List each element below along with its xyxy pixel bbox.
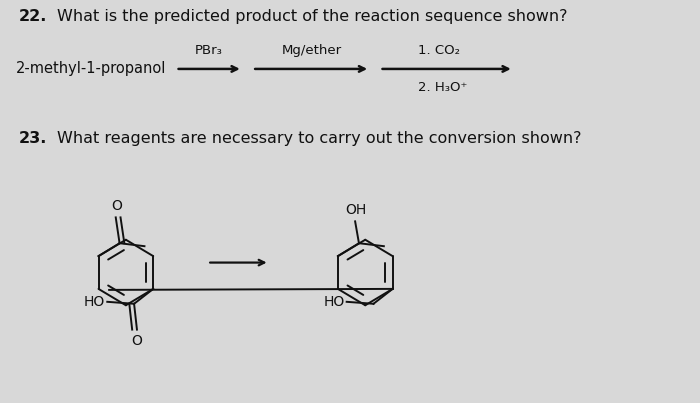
Text: HO: HO (323, 295, 344, 309)
Text: O: O (132, 334, 142, 347)
Text: HO: HO (84, 295, 106, 309)
Text: 2-methyl-1-propanol: 2-methyl-1-propanol (16, 61, 166, 77)
Text: 23.: 23. (19, 131, 47, 146)
Text: 1. CO₂: 1. CO₂ (418, 44, 460, 57)
Text: PBr₃: PBr₃ (195, 44, 223, 57)
Text: 2. H₃O⁺: 2. H₃O⁺ (418, 81, 468, 94)
Text: What is the predicted product of the reaction sequence shown?: What is the predicted product of the rea… (57, 9, 568, 24)
Text: What reagents are necessary to carry out the conversion shown?: What reagents are necessary to carry out… (57, 131, 582, 146)
Text: 22.: 22. (19, 9, 47, 24)
Text: OH: OH (346, 204, 367, 217)
Text: Mg/ether: Mg/ether (281, 44, 342, 57)
Text: O: O (111, 199, 122, 214)
